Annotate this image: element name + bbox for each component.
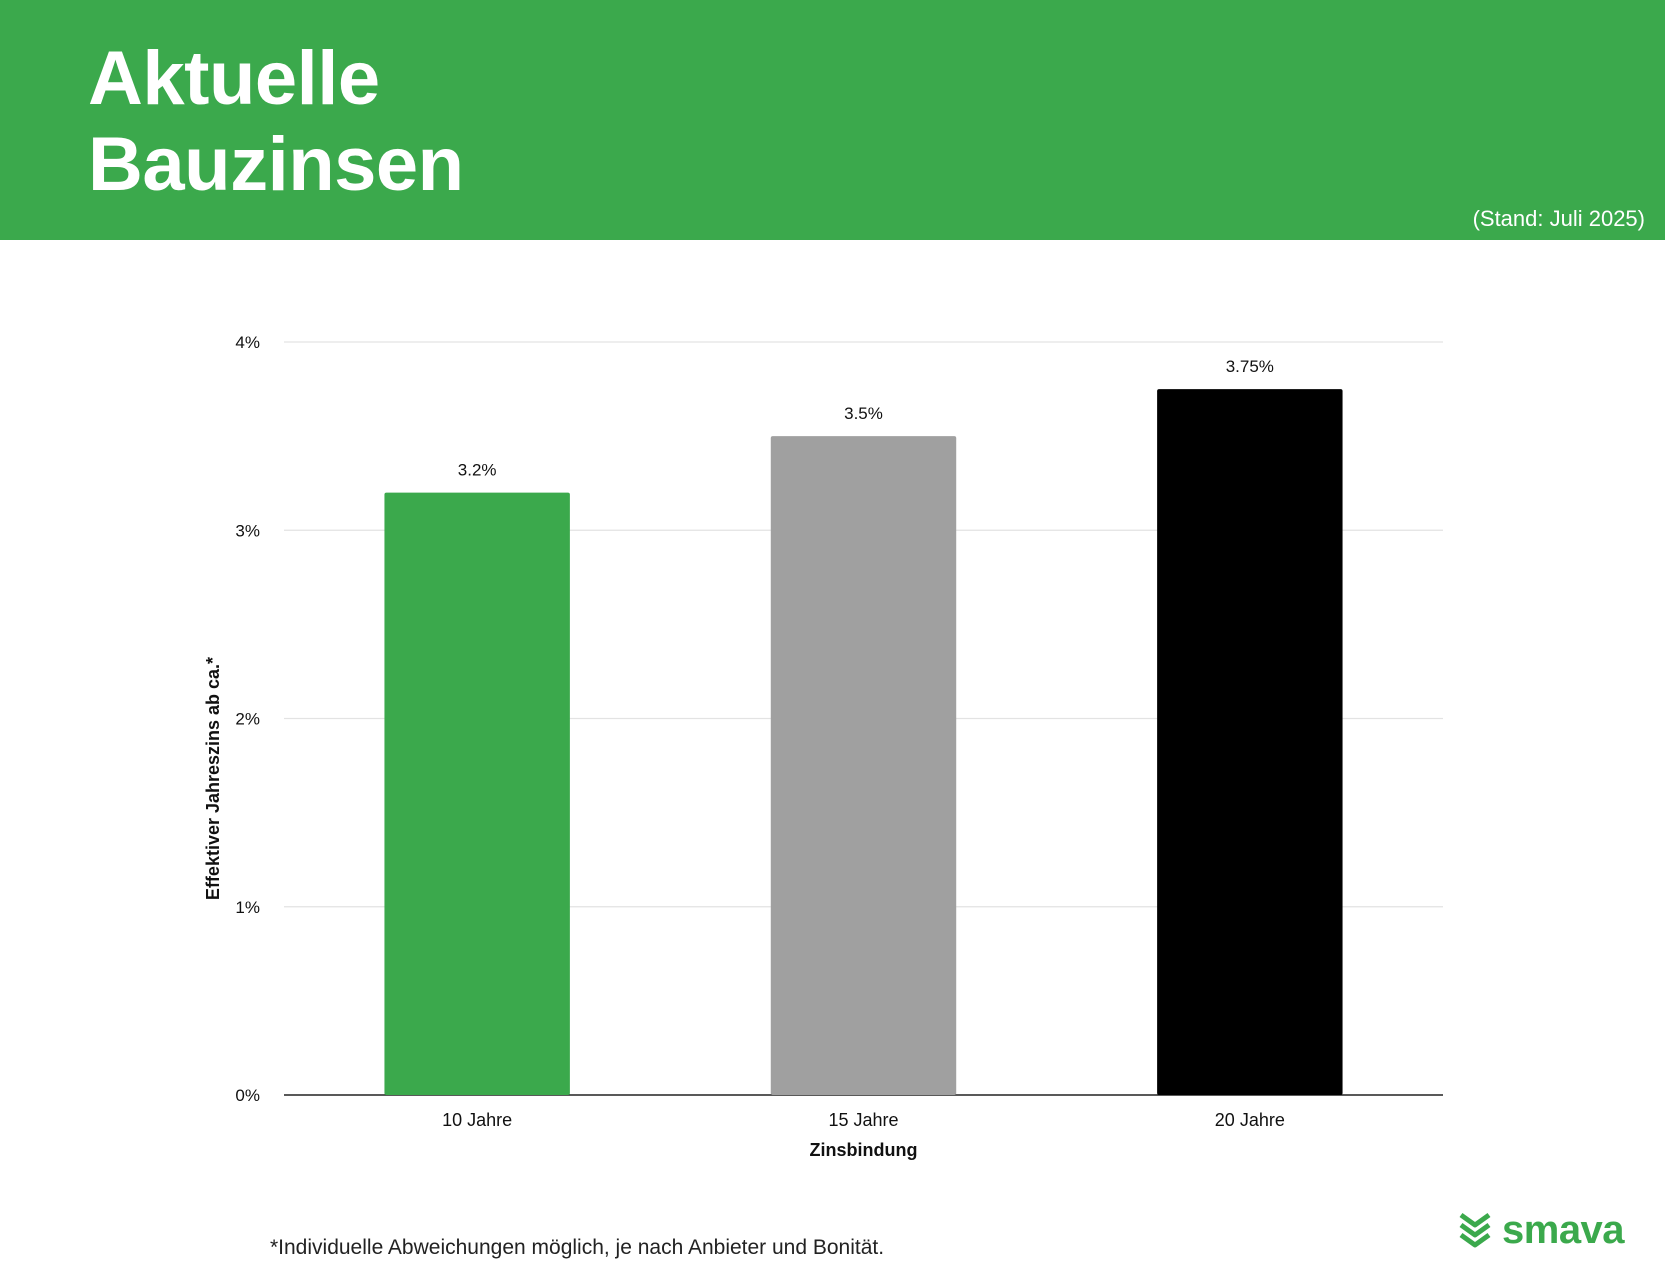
y-tick-label: 3%	[235, 521, 260, 540]
x-tick-label: 15 Jahre	[828, 1110, 898, 1130]
bar	[384, 492, 570, 1096]
page-title: Aktuelle Bauzinsen	[88, 36, 464, 208]
bar	[770, 436, 957, 1095]
footnote: *Individuelle Abweichungen möglich, je n…	[270, 1236, 885, 1259]
y-tick-label: 0%	[235, 1086, 260, 1105]
y-axis-title: Effektiver Jahreszins ab ca.*	[203, 657, 223, 900]
data-label: 3.5%	[844, 404, 883, 423]
bar-chart: 0% 1% 2% 3% 4% 3.2% 10 Jahre 3.5% 15 Jahre 3.75% 2…	[203, 333, 1443, 1160]
x-tick-label: 20 Jahre	[1215, 1110, 1285, 1130]
data-label: 3.75%	[1226, 357, 1274, 376]
y-tick-label: 4%	[235, 333, 260, 352]
date-note: (Stand: Juli 2025)	[1472, 206, 1645, 231]
x-tick-label: 10 Jahre	[442, 1110, 512, 1130]
header-banner: Aktuelle Bauzinsen (Stand: Juli 2025)	[0, 0, 1665, 240]
data-label: 3.2%	[458, 461, 497, 480]
smava-chevron-logo-icon	[1459, 1212, 1491, 1248]
bar	[1157, 389, 1343, 1095]
y-tick-label: 1%	[235, 898, 260, 917]
x-axis-title: Zinsbindung	[810, 1140, 918, 1160]
smava-logo: smava	[1458, 1208, 1638, 1252]
title-line-1: Aktuelle	[88, 36, 380, 121]
logo-text: smava	[1502, 1208, 1625, 1252]
title-line-2: Bauzinsen	[88, 122, 464, 207]
y-tick-label: 2%	[235, 710, 260, 729]
